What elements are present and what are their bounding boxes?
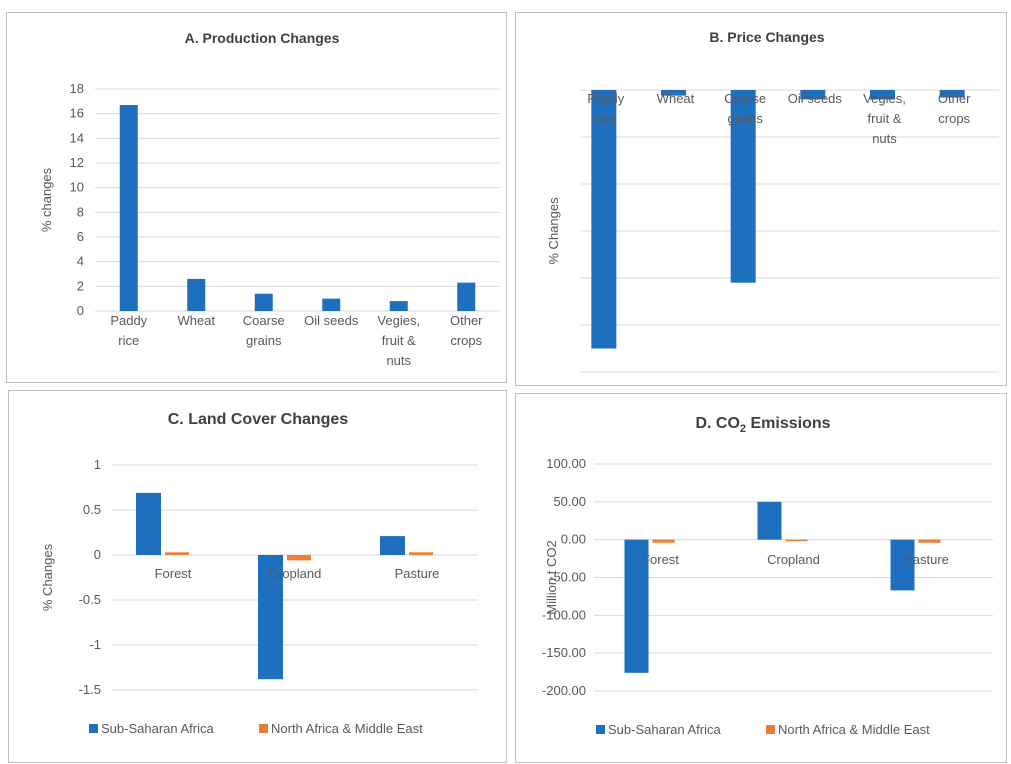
category-label: rice [595,111,616,126]
chart-title: C. Land Cover Changes [168,411,349,428]
y-tick-label: 12 [70,155,84,170]
bar [652,539,675,543]
bar [624,539,649,673]
legend-label: Sub-Saharan Africa [608,722,722,737]
category-label: crops [450,333,482,348]
category-label: Paddy [587,91,624,106]
bar [380,536,405,555]
bar [287,555,311,561]
y-tick-label: 4 [77,254,84,269]
chart-panel-price: B. Price Changes % Changes Paddy rice Wheat C… [515,12,1007,386]
y-tick-label: 100.00 [546,456,586,471]
chart-title: A. Production Changes [185,30,340,46]
category-label: nuts [872,131,897,146]
category-label: Vegies, [377,313,420,328]
category-label: Cropland [767,552,820,567]
y-tick-label: -1.5 [79,682,101,697]
chart-panel-co2: D. CO2 Emissions 100.00 50.00 0.00 -50.00 -10… [515,393,1007,763]
y-tick-label: -50.00 [549,570,586,585]
category-label: fruit & [382,333,416,348]
category-label: rice [118,333,139,348]
category-label: nuts [386,353,411,368]
bar [800,90,826,100]
category-label: Forest [155,566,192,581]
legend-swatch [259,724,268,733]
category-label: Pasture [904,552,949,567]
category-label: grains [246,333,282,348]
category-label: Oil seeds [304,313,359,328]
bar [890,539,915,591]
bar [918,539,941,543]
bar [939,90,965,98]
y-tick-label: 14 [70,130,84,145]
y-axis-label: % changes [39,167,54,232]
category-label: Coarse [724,91,766,106]
bar [661,90,686,96]
y-tick-label: 10 [70,180,84,195]
category-label: Cropland [269,566,322,581]
legend-swatch [89,724,98,733]
y-tick-label: 50.00 [553,494,586,509]
bar [409,552,433,555]
chart-price-changes: B. Price Changes % Changes Paddy rice Wheat C… [546,29,999,373]
bar [785,539,808,542]
y-tick-label: 8 [77,204,84,219]
y-axis-label: Million t CO2 [544,540,559,614]
y-tick-label: 0 [77,303,84,318]
bar [322,298,341,311]
legend-swatch [596,725,605,734]
y-tick-label: 0.00 [561,532,586,547]
y-tick-label: 0.5 [83,502,101,517]
y-tick-label: 18 [70,81,84,96]
category-label: Other [450,313,483,328]
bar [870,90,895,100]
category-label: Paddy [110,313,147,328]
y-tick-label: -1 [89,637,101,652]
y-tick-label: -200.00 [542,683,586,698]
category-label: Oil seeds [788,91,843,106]
y-axis-label: % Changes [40,543,55,611]
category-label: grains [727,111,763,126]
chart-title: B. Price Changes [709,29,824,45]
bar [258,555,283,680]
category-label: crops [938,111,970,126]
bar [591,90,617,349]
category-label: Wheat [657,91,695,106]
bar [730,90,756,283]
category-label: Coarse [243,313,285,328]
chart-title: D. CO2 Emissions [695,415,830,435]
y-tick-label: 0 [94,547,101,562]
chart-production-changes: A. Production Changes 0 2 4 6 8 10 12 14 16 18 % ch… [39,30,500,368]
bar [119,105,138,312]
y-tick-label: 2 [77,278,84,293]
category-label: fruit & [868,111,902,126]
bar [757,501,782,540]
chart-co2-emissions: D. CO2 Emissions 100.00 50.00 0.00 -50.00 -10… [542,415,993,737]
legend-label: North Africa & Middle East [778,722,930,737]
bar [389,301,408,311]
y-tick-label: 16 [70,106,84,121]
bar [165,552,189,555]
bar [254,293,273,311]
bar [187,278,206,311]
y-tick-label: -150.00 [542,645,586,660]
chart-panel-production: A. Production Changes 0 2 4 6 8 10 12 14 16 18 % ch… [6,12,507,383]
bar [457,282,476,311]
legend-label: North Africa & Middle East [271,721,423,736]
y-tick-label: 6 [77,229,84,244]
category-label: Pasture [395,566,440,581]
legend-label: Sub-Saharan Africa [101,721,215,736]
y-axis-label: % Changes [546,197,561,265]
category-label: Wheat [177,313,215,328]
chart-panel-land-cover: C. Land Cover Changes 1 0.5 0 -0.5 -1 -1.5 % Ch… [8,390,507,763]
chart-land-cover-changes: C. Land Cover Changes 1 0.5 0 -0.5 -1 -1.5 % Ch… [40,411,478,736]
y-tick-label: -0.5 [79,592,101,607]
category-label: Forest [642,552,679,567]
bar [136,492,161,555]
y-tick-label: -100.00 [542,607,586,622]
category-label: Other [938,91,971,106]
category-label: Vegies, [863,91,906,106]
y-tick-label: 1 [94,457,101,472]
legend-swatch [766,725,775,734]
